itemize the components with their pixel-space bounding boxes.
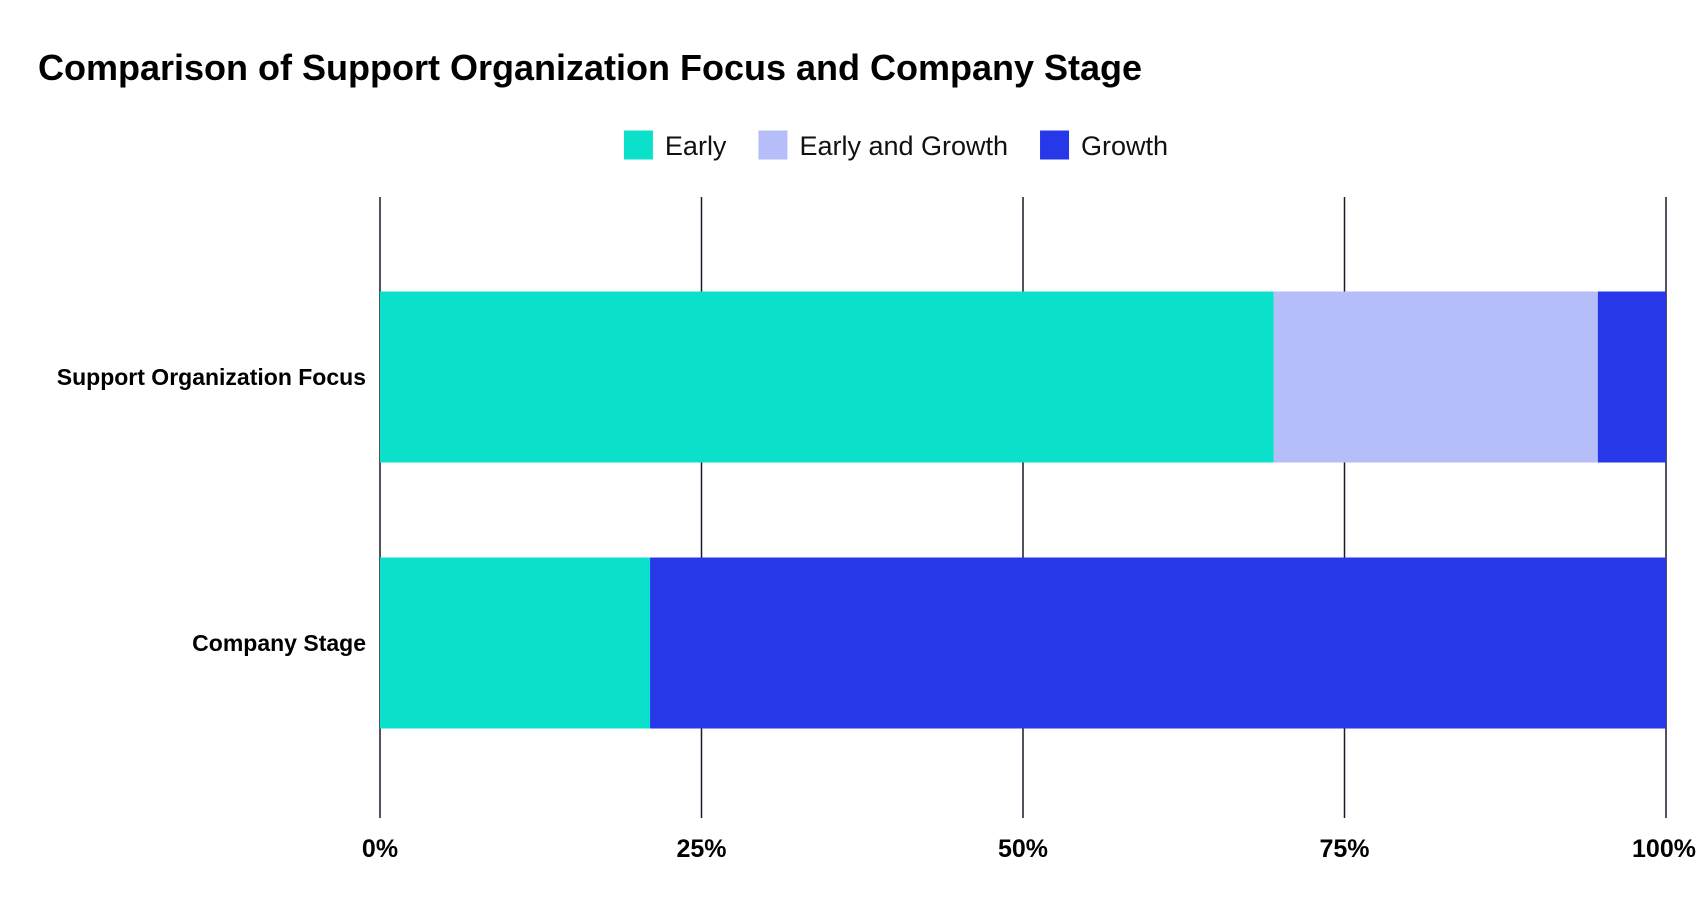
legend-swatch [1040,130,1070,160]
bar-segment [380,291,1274,463]
bars [380,291,1666,729]
legend-swatch [758,130,788,160]
bar-segment [1597,291,1666,463]
bar-segment [380,557,651,729]
bar-segment [650,557,1666,729]
x-tick-label: 100% [1632,835,1696,863]
bar-segment [1273,291,1598,463]
category-label: Support Organization Focus [57,364,366,390]
legend-label: Early and Growth [799,131,1008,161]
category-labels: Support Organization Focus Company Stage [57,364,366,656]
legend-label: Growth [1081,131,1168,161]
x-tick-label: 75% [1319,835,1369,863]
legend: Early Early and Growth Growth [623,130,1168,161]
legend-label: Early [665,131,727,161]
legend-swatch [623,130,653,160]
x-tick-label: 25% [676,835,726,863]
category-label: Company Stage [192,630,366,656]
x-tick-label: 0% [362,835,398,863]
x-tick-labels: 0% 25% 50% 75% 100% [362,835,1696,863]
chart-title: Comparison of Support Organization Focus… [38,47,1142,88]
x-tick-label: 50% [998,835,1048,863]
